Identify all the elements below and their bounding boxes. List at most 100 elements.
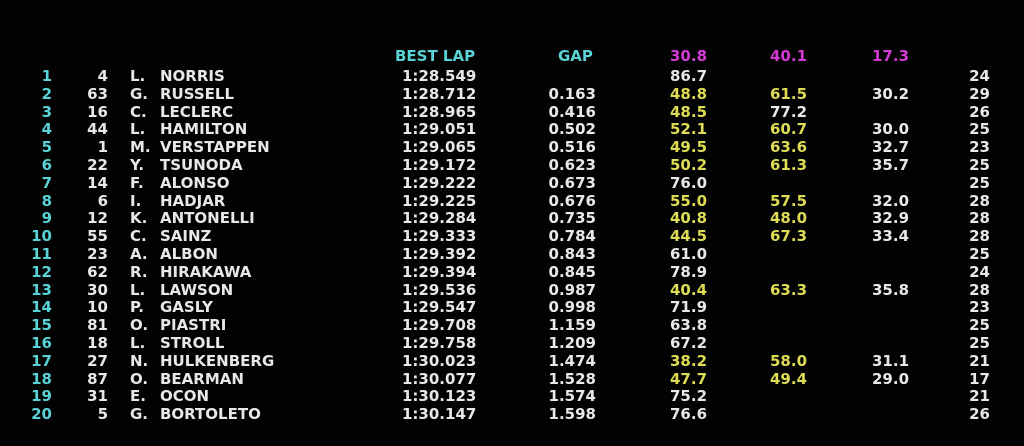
sector1-cell: 86.7 (670, 67, 708, 85)
gap-cell: 0.987 (548, 280, 596, 299)
gap-cell: 1.574 (548, 387, 596, 406)
driver-name-cell: VERSTAPPEN (160, 138, 270, 157)
driver-name-cell: HIRAKAWA (160, 262, 252, 281)
driver-initial-cell: K. (130, 209, 148, 228)
driver-name-cell: BORTOLETO (160, 405, 261, 424)
sector3-cell: 30.2 (872, 84, 910, 103)
table-row: 3 16 C. LECLERC 1:28.965 0.416 48.5 77.2 26 (0, 103, 1024, 121)
car-number-cell: 81 (87, 316, 108, 335)
sector1-cell: 52.1 (670, 120, 708, 139)
laps-cell: 28 (969, 227, 990, 246)
sector2-cell: 77.2 (770, 102, 808, 121)
best-lap-cell: 1:29.051 (402, 120, 477, 139)
driver-initial-cell: Y. (130, 156, 145, 174)
gap-cell: 0.845 (548, 262, 596, 281)
position-cell: 12 (31, 262, 52, 281)
sector3-cell: 33.4 (872, 227, 910, 246)
driver-initial-cell: E. (130, 387, 146, 406)
laps-cell: 23 (969, 298, 990, 317)
gap-cell: 0.516 (548, 138, 596, 157)
driver-name-cell: HAMILTON (160, 120, 248, 139)
table-row: 17 27 N. HULKENBERG 1:30.023 1.474 38.2 58.0 31.… (0, 352, 1024, 370)
gap-cell: 1.474 (548, 351, 596, 370)
table-row: 2 63 G. RUSSELL 1:28.712 0.163 48.8 61.5 30.2 29 (0, 85, 1024, 103)
car-number-cell: 1 (97, 138, 108, 157)
car-number-cell: 63 (87, 84, 108, 103)
table-row: 15 81 O. PIASTRI 1:29.708 1.159 63.8 25 (0, 316, 1024, 334)
driver-initial-cell: N. (130, 351, 149, 370)
best-lap-cell: 1:29.708 (402, 316, 477, 335)
sector1-cell: 71.9 (670, 298, 708, 317)
laps-cell: 21 (969, 351, 990, 370)
table-row: 12 62 R. HIRAKAWA 1:29.394 0.845 78.9 24 (0, 263, 1024, 281)
laps-cell: 25 (969, 316, 990, 335)
laps-cell: 28 (969, 191, 990, 210)
laps-cell: 21 (969, 387, 990, 406)
position-cell: 20 (31, 405, 52, 424)
driver-name-cell: RUSSELL (160, 84, 235, 103)
table-row: 6 22 Y. TSUNODA 1:29.172 0.623 50.2 61.3 35.7 25 (0, 156, 1024, 174)
table-row: 14 10 P. GASLY 1:29.547 0.998 71.9 23 (0, 298, 1024, 316)
table-row: 9 12 K. ANTONELLI 1:29.284 0.735 40.8 48.0 32.9 2… (0, 209, 1024, 227)
car-number-cell: 16 (87, 102, 108, 121)
laps-cell: 29 (969, 84, 990, 103)
gap-cell: 0.416 (548, 102, 596, 121)
position-cell: 13 (31, 280, 52, 299)
sector1-cell: 48.5 (670, 102, 708, 121)
sector1-cell: 50.2 (670, 156, 708, 174)
sector3-cell: 32.7 (872, 138, 910, 157)
gap-cell: 1.528 (548, 369, 596, 388)
laps-cell: 24 (969, 67, 990, 85)
driver-name-cell: HULKENBERG (160, 351, 275, 370)
position-cell: 8 (41, 191, 52, 210)
driver-name-cell: GASLY (160, 298, 213, 317)
sector3-cell: 31.1 (872, 351, 910, 370)
best-lap-cell: 1:29.547 (402, 298, 477, 317)
driver-name-cell: STROLL (160, 334, 225, 352)
position-cell: 1 (41, 67, 52, 85)
table-row: 10 55 C. SAINZ 1:29.333 0.784 44.5 67.3 33.4 28 (0, 227, 1024, 245)
sector1-cell: 78.9 (670, 262, 708, 281)
driver-initial-cell: L. (130, 67, 146, 85)
driver-initial-cell: L. (130, 120, 146, 139)
driver-initial-cell: O. (130, 316, 149, 335)
sector3-cell: 35.8 (872, 280, 910, 299)
driver-initial-cell: C. (130, 227, 147, 246)
table-row: 1 4 L. NORRIS 1:28.549 86.7 24 (0, 67, 1024, 85)
driver-initial-cell: F. (130, 173, 144, 192)
car-number-cell: 27 (87, 351, 108, 370)
car-number-cell: 12 (87, 209, 108, 228)
best-lap-cell: 1:28.712 (402, 84, 477, 103)
driver-initial-cell: C. (130, 102, 147, 121)
sector1-cell: 61.0 (670, 245, 708, 263)
best-lap-cell: 1:30.147 (402, 405, 477, 424)
sector1-cell: 75.2 (670, 387, 708, 406)
sector3-cell: 35.7 (872, 156, 910, 174)
laps-cell: 25 (969, 120, 990, 139)
position-cell: 18 (31, 369, 52, 388)
best-lap-cell: 1:29.758 (402, 334, 477, 352)
sector2-cell: 60.7 (770, 120, 808, 139)
best-lap-cell: 1:29.284 (402, 209, 477, 228)
sector2-cell: 67.3 (770, 227, 808, 246)
car-number-cell: 62 (87, 262, 108, 281)
best-lap-cell: 1:30.123 (402, 387, 477, 406)
gap-cell: 0.676 (548, 191, 596, 210)
sector3-cell: 30.0 (872, 120, 910, 139)
best-lap-cell: 1:30.077 (402, 369, 477, 388)
laps-cell: 28 (969, 280, 990, 299)
table-row: 13 30 L. LAWSON 1:29.536 0.987 40.4 63.3 35.8 28 (0, 281, 1024, 299)
best-lap-cell: 1:29.392 (402, 245, 477, 263)
table-row: 19 31 E. OCON 1:30.123 1.574 75.2 21 (0, 387, 1024, 405)
position-cell: 15 (31, 316, 52, 335)
driver-initial-cell: P. (130, 298, 144, 317)
table-row: 7 14 F. ALONSO 1:29.222 0.673 76.0 25 (0, 174, 1024, 192)
driver-initial-cell: L. (130, 280, 146, 299)
sector2-cell: 61.3 (770, 156, 808, 174)
car-number-cell: 87 (87, 369, 108, 388)
sector2-cell: 48.0 (770, 209, 808, 228)
position-cell: 2 (41, 84, 52, 103)
position-cell: 11 (31, 245, 52, 263)
driver-name-cell: ANTONELLI (160, 209, 255, 228)
best-lap-cell: 1:29.333 (402, 227, 477, 246)
